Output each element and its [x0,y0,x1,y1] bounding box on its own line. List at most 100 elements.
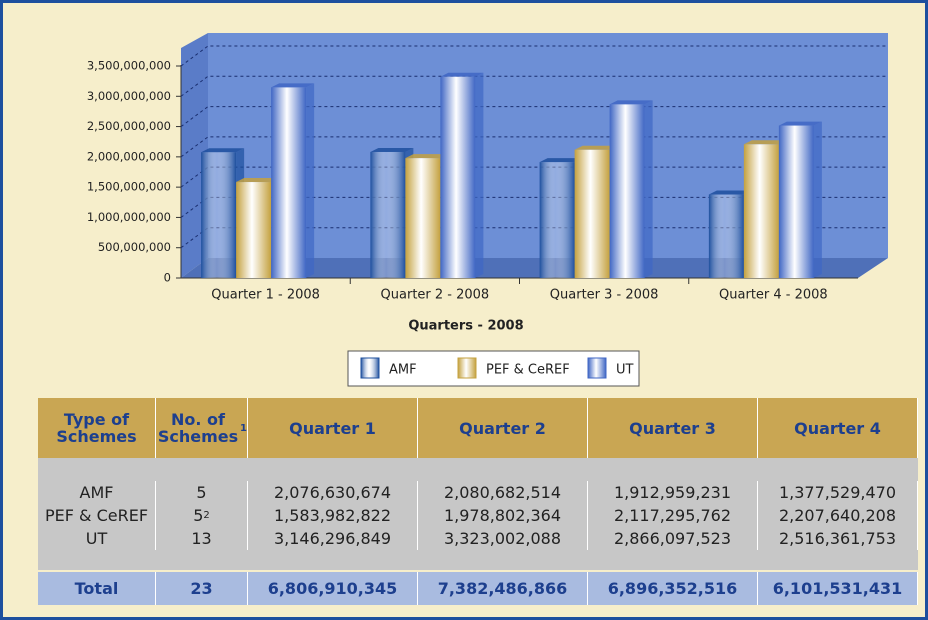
legend-swatch [360,357,380,379]
cell-text: Type of Schemes [56,410,137,446]
x-tick-label: Quarter 2 - 2008 [381,288,490,303]
cell-text: 2,117,295,762 [613,506,732,525]
cell-text: 7,382,486,866 [437,579,568,598]
legend-label: AMF [389,363,417,378]
cell-text: 5 [193,506,204,525]
bar-top [370,147,414,152]
table-cell: 2,080,682,514 [418,481,588,504]
grid-line [180,106,888,127]
bar [405,158,441,278]
table-cell: AMF [38,481,156,504]
cell-text: 5 [196,483,207,502]
cell-text: 1,377,529,470 [778,483,897,502]
table-cell: 3,323,002,088 [418,527,588,550]
cell-text: Quarter 3 [629,418,716,438]
bar-top [201,148,245,153]
cell-text: 1,583,982,822 [273,506,392,525]
table-cell: 13 [156,527,248,550]
bar-top [405,154,449,159]
cell-text: 1,912,959,231 [613,483,732,502]
legend-swatch [457,357,477,379]
table-cell: 1,583,982,822 [248,504,418,527]
y-tick-label: 3,000,000,000 [87,89,171,103]
bar [201,152,237,278]
table-cell: 3,146,296,849 [248,527,418,550]
y-tick-label: 3,500,000,000 [87,59,171,73]
table-cell: 6,806,910,345 [248,572,418,605]
y-tick-label: 2,500,000,000 [87,119,171,133]
footnote-mark: 2 [203,510,210,521]
legend-swatch [587,357,607,379]
cell-text: 6,806,910,345 [267,579,398,598]
cell-text: PEF & CeREF [44,506,149,525]
y-tick-label: 2,000,000,000 [87,149,171,163]
table-cell: 7,382,486,866 [418,572,588,605]
bar [574,149,610,278]
cell-text: 6,896,352,516 [607,579,738,598]
table-cell: Quarter 4 [758,398,918,458]
bar [271,87,307,278]
grid-line [180,166,888,188]
cell-text: 2,866,097,523 [613,529,732,548]
bar-top [236,178,280,183]
y-tick-label: 500,000,000 [98,240,171,254]
grid-line [180,45,888,67]
table-cell: 1,912,959,231 [588,481,758,504]
cell-text: 2,080,682,514 [443,483,562,502]
bar-top [271,83,315,88]
bar [743,144,779,278]
cell-text: Total [74,579,119,598]
legend-label: UT [616,363,634,378]
cell-text: 1,978,802,364 [443,506,562,525]
table-cell: Quarter 2 [418,398,588,458]
x-tick-label: Quarter 4 - 2008 [719,288,828,303]
cell-text: 13 [191,529,212,548]
cell-text: 6,101,531,431 [772,579,903,598]
cell-text: 2,076,630,674 [273,483,392,502]
table-cell: 2,516,361,753 [758,527,918,550]
bar [778,125,814,278]
table-cell: 2,076,630,674 [248,481,418,504]
x-tick-label: Quarter 3 - 2008 [550,288,659,303]
bar [236,182,272,278]
bar-top [778,121,822,126]
bar [708,194,744,278]
grid-line [180,136,888,158]
cell-text: Quarter 2 [459,418,546,438]
cell-text: 3,146,296,849 [273,529,392,548]
table-cell: 6,101,531,431 [758,572,918,605]
x-axis-label: Quarters - 2008 [408,319,523,334]
bar-top [743,140,787,145]
bar-top [708,190,752,195]
table-cell: 2,207,640,208 [758,504,918,527]
table-cell: 2,866,097,523 [588,527,758,550]
table-cell: Type of Schemes [38,398,156,458]
grid-line [180,227,888,249]
bar-side [813,121,822,278]
table-cell: 2,117,295,762 [588,504,758,527]
bar-side [644,100,653,278]
grid-line [180,75,888,97]
table-cell: PEF & CeREF [38,504,156,527]
bar [370,151,406,278]
chart: Quarters - 2008 0 500,000,000 1,000,000,00… [87,33,888,387]
bar [539,162,575,278]
table-cell: 5 [156,481,248,504]
cell-text: No. of Schemes [157,410,239,446]
cell-text: Quarter 4 [794,418,881,438]
cell-text: 2,207,640,208 [778,506,897,525]
table-cell: UT [38,527,156,550]
table-cell: Total [38,572,156,605]
y-tick-label: 1,500,000,000 [87,180,171,194]
table-cell: 1,377,529,470 [758,481,918,504]
bar-side [475,72,484,279]
bar-side [306,83,315,278]
y-tick-label: 0 [164,271,171,285]
table-cell: 1,978,802,364 [418,504,588,527]
x-tick-label: Quarter 1 - 2008 [211,288,320,303]
table-cell: Quarter 3 [588,398,758,458]
grid-line [180,196,888,218]
cell-text: AMF [79,483,114,502]
bar-top [539,158,583,163]
